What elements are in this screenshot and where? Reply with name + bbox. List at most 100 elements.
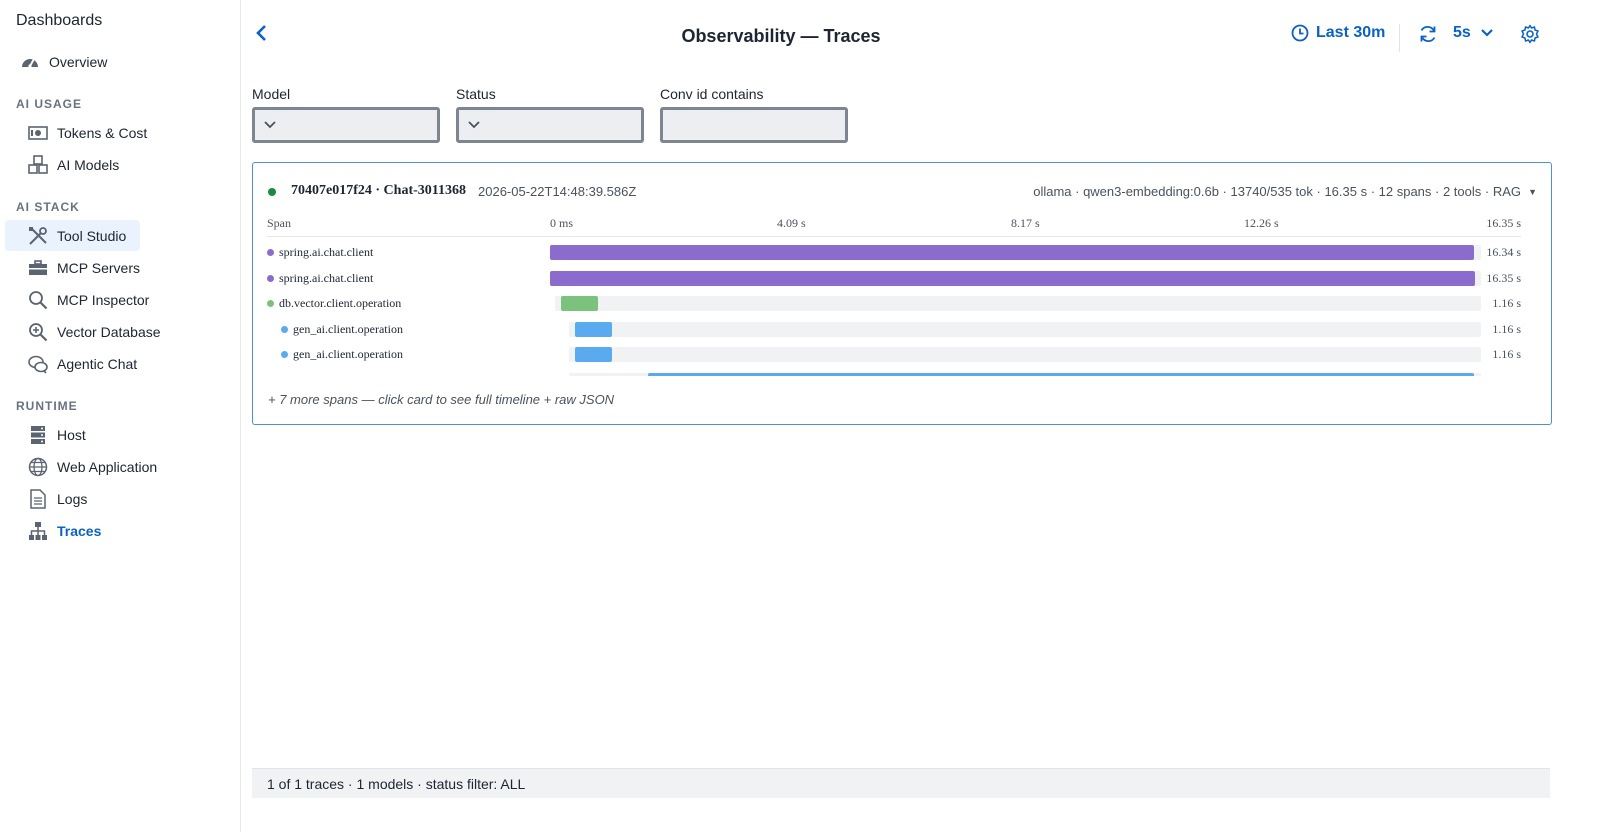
document-icon: [27, 488, 49, 510]
timeline-tick: 16.35 s: [1486, 216, 1521, 230]
sidebar-item-label: MCP Servers: [57, 259, 140, 276]
footer-summary: 1 of 1 traces · 1 models · status filter…: [267, 775, 526, 792]
briefcase-icon: [27, 257, 49, 279]
sidebar-item-tool-studio[interactable]: Tool Studio: [5, 220, 141, 251]
span-row[interactable]: spring.ai.chat.client 16.35 s: [267, 267, 1521, 289]
gear-icon: [1520, 24, 1540, 44]
refresh-interval-label: 5s: [1453, 24, 1471, 41]
model-select[interactable]: [252, 107, 440, 143]
span-name-text: db.vector.client.operation: [279, 296, 402, 310]
span-bar[interactable]: [574, 321, 613, 337]
span-color-dot: [281, 351, 288, 358]
sidebar-item-traces[interactable]: Traces: [5, 515, 115, 546]
span-name: spring.ai.chat.client: [267, 245, 373, 260]
model-filter-label: Model: [252, 86, 291, 102]
sidebar-item-label: Host: [57, 426, 86, 443]
span-duration: 1.16 s: [1492, 347, 1521, 361]
span-bar[interactable]: [550, 270, 1475, 286]
chat-bubbles-icon: [27, 353, 49, 375]
money-icon: [27, 122, 49, 144]
sidebar: Dashboards Overview AI USAGE Tokens & Co…: [0, 0, 241, 832]
sidebar-item-overview[interactable]: Overview: [5, 46, 121, 77]
span-duration: 16.34 s: [1486, 245, 1521, 259]
sidebar-item-mcp-servers[interactable]: MCP Servers: [5, 252, 154, 283]
span-name: db.vector.client.operation: [267, 296, 401, 311]
sidebar-item-agentic-chat[interactable]: Agentic Chat: [5, 348, 151, 379]
sidebar-item-label: Overview: [49, 53, 108, 70]
cubes-icon: [27, 154, 49, 176]
span-name: gen_ai.client.operation: [281, 373, 403, 377]
conv-id-input[interactable]: [660, 107, 848, 143]
span-row[interactable]: gen_ai.client.operation 1.16 s: [267, 318, 1521, 340]
trace-timestamp: 2026-05-22T14:48:39.586Z: [478, 184, 637, 199]
sidebar-item-tokens-cost[interactable]: Tokens & Cost: [5, 117, 161, 148]
span-track: [569, 321, 1481, 337]
sidebar-item-ai-models[interactable]: AI Models: [5, 149, 133, 180]
back-button[interactable]: [249, 22, 273, 48]
section-ai-stack: AI STACK: [16, 200, 80, 214]
span-row[interactable]: spring.ai.chat.client 16.34 s: [267, 241, 1521, 263]
timeline-tick: 0 ms: [550, 216, 574, 230]
timeline-tick: 4.09 s: [777, 216, 806, 230]
search-icon: [27, 289, 49, 311]
sidebar-item-host[interactable]: Host: [5, 419, 100, 450]
span-name: gen_ai.client.operation: [281, 347, 403, 362]
chevron-down-icon: [1480, 28, 1494, 38]
span-color-dot: [267, 274, 274, 282]
sidebar-item-label: MCP Inspector: [57, 291, 150, 308]
span-track: [555, 296, 1481, 311]
span-name-text: gen_ai.client.operation: [293, 373, 403, 377]
sidebar-item-logs[interactable]: Logs: [5, 483, 101, 514]
span-duration: 1.16 s: [1492, 321, 1521, 336]
sidebar-item-label: AI Models: [57, 156, 120, 173]
expand-caret-icon[interactable]: ▼: [1528, 187, 1537, 197]
refresh-button[interactable]: [1418, 24, 1438, 44]
refresh-interval-select[interactable]: 5s: [1453, 24, 1494, 42]
clock-icon: [1291, 24, 1309, 42]
sidebar-item-label: Tokens & Cost: [57, 124, 148, 141]
conv-id-filter-label: Conv id contains: [660, 86, 764, 102]
span-name-text: spring.ai.chat.client: [279, 245, 374, 259]
timeline-rows: spring.ai.chat.client 16.34 s spring.ai.ch…: [253, 238, 1551, 376]
main-content: Observability — Traces Last 30m 5s Model…: [241, 0, 1600, 832]
span-name: gen_ai.client.operation: [281, 322, 403, 337]
hierarchy-icon: [27, 520, 49, 542]
span-row[interactable]: gen_ai.client.operation 14.60 s: [267, 369, 1521, 377]
span-row[interactable]: db.vector.client.operation 1.16 s: [267, 292, 1521, 314]
span-track: [569, 347, 1481, 362]
status-select[interactable]: [456, 107, 644, 143]
trace-id: 70407e017f24 · Chat-3011368: [291, 183, 466, 198]
sidebar-item-vector-database[interactable]: Vector Database: [5, 316, 175, 347]
speedometer-icon: [19, 51, 41, 73]
toolbar-divider: [1399, 24, 1400, 52]
time-range-label: Last 30m: [1316, 24, 1386, 41]
chevron-down-icon: [467, 120, 481, 130]
span-bar[interactable]: [550, 245, 1475, 260]
span-name: spring.ai.chat.client: [267, 271, 373, 286]
tools-icon: [27, 225, 49, 247]
span-bar[interactable]: [648, 372, 1475, 376]
status-filter-label: Status: [456, 86, 496, 102]
span-row[interactable]: gen_ai.client.operation 1.16 s: [267, 343, 1521, 365]
sidebar-title: Dashboards: [16, 12, 103, 29]
sidebar-item-label: Vector Database: [57, 323, 161, 340]
sidebar-item-web-application[interactable]: Web Application: [5, 451, 171, 482]
time-range-picker[interactable]: Last 30m: [1291, 24, 1385, 42]
trace-card[interactable]: 70407e017f24 · Chat-3011368 2026-05-22T1…: [252, 162, 1552, 425]
sidebar-item-label: Tool Studio: [57, 227, 127, 244]
sidebar-item-mcp-inspector[interactable]: MCP Inspector: [5, 284, 163, 315]
span-bar[interactable]: [560, 296, 599, 311]
timeline-span-header: Span: [267, 216, 291, 230]
trace-meta: ollama · qwen3-embedding:0.6b · 13740/53…: [1033, 184, 1521, 199]
span-duration: 1.16 s: [1492, 296, 1521, 310]
span-bar[interactable]: [574, 347, 613, 362]
section-ai-usage: AI USAGE: [16, 97, 83, 111]
settings-button[interactable]: [1520, 24, 1540, 44]
status-footer: 1 of 1 traces · 1 models · status filter…: [252, 768, 1550, 798]
span-color-dot: [281, 325, 288, 333]
more-spans-text[interactable]: + 7 more spans — click card to see full …: [268, 392, 615, 407]
globe-icon: [27, 456, 49, 478]
timeline-tick: 12.26 s: [1244, 216, 1279, 230]
sidebar-item-label: Traces: [57, 522, 102, 539]
page-title: Observability — Traces: [681, 26, 881, 46]
